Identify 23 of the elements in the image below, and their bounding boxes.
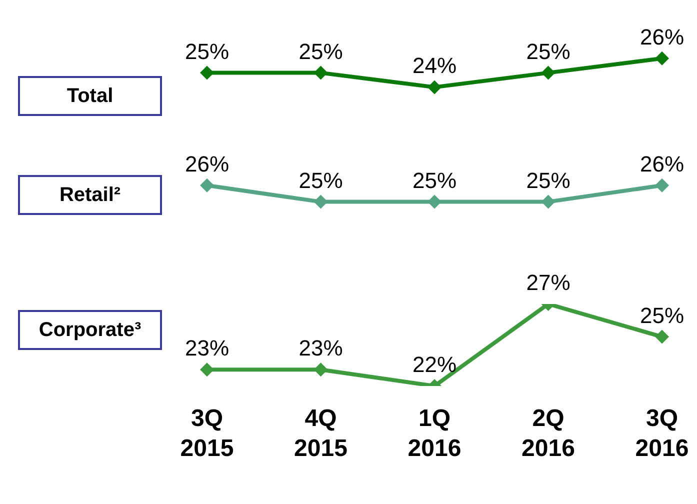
data-label: 25%: [640, 302, 684, 328]
data-label: 25%: [298, 38, 343, 64]
data-label: 26%: [640, 24, 684, 50]
name-box: Corporate³: [18, 310, 162, 350]
data-label: 26%: [184, 151, 230, 176]
data-label: 23%: [298, 336, 343, 361]
data-label: 24%: [412, 53, 457, 78]
name-box: Total: [18, 76, 162, 116]
x-tick-label: 1Q 2016: [408, 405, 462, 462]
x-tick-label: 3Q 2015: [180, 405, 234, 462]
data-label: 23%: [184, 336, 230, 361]
data-label: 25%: [184, 38, 230, 64]
data-label: 25%: [412, 168, 457, 193]
data-label: 25%: [526, 38, 570, 64]
data-label: 25%: [526, 168, 570, 193]
data-label: 22%: [412, 352, 457, 377]
x-tick-label: 3Q 2016: [635, 405, 689, 462]
x-tick-label: 4Q 2015: [294, 405, 348, 462]
x-tick-label: 2Q 2016: [522, 405, 575, 462]
data-label: 26%: [640, 151, 684, 176]
data-label: 27%: [526, 270, 570, 295]
data-label: 25%: [298, 168, 343, 193]
name-box: Retail²: [18, 175, 162, 215]
